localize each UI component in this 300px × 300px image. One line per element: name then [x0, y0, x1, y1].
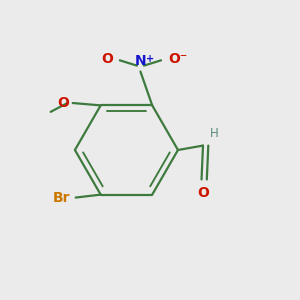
Text: +: +	[146, 54, 154, 64]
Text: O: O	[101, 52, 113, 66]
Text: O⁻: O⁻	[168, 52, 187, 66]
Text: O: O	[198, 186, 209, 200]
Text: O: O	[57, 96, 69, 110]
Text: N: N	[135, 54, 146, 68]
Text: Br: Br	[52, 190, 70, 205]
Text: H: H	[210, 127, 219, 140]
